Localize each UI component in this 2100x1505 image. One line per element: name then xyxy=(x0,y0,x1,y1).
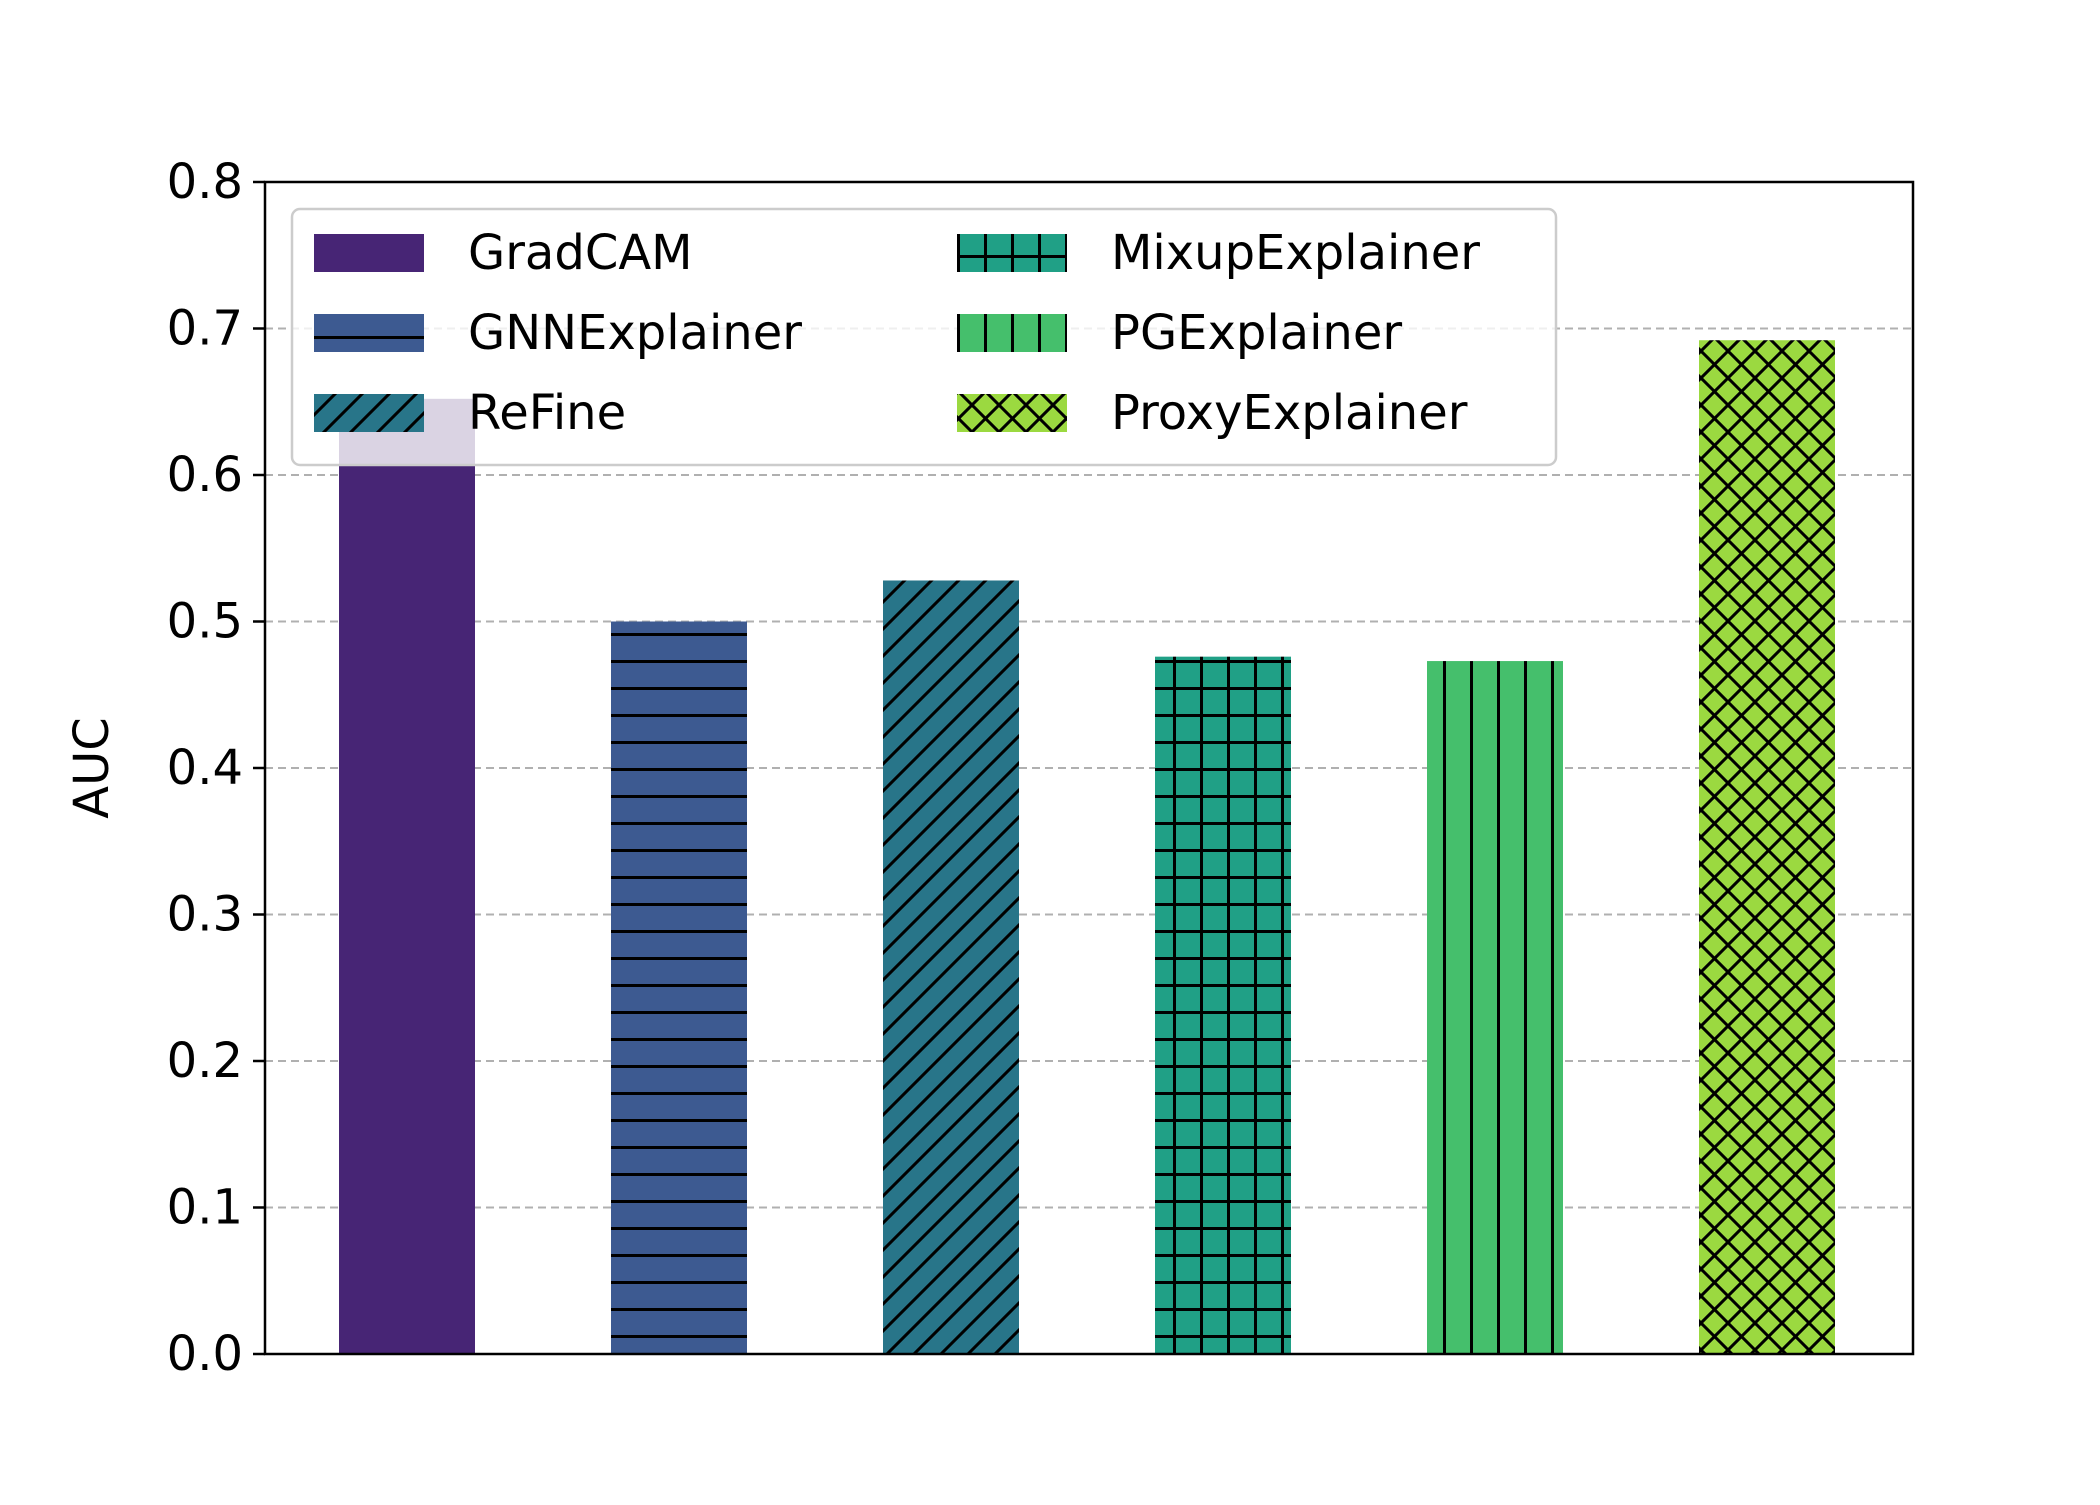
y-tick-label: 0.0 xyxy=(167,1326,243,1382)
bar-pgexplainer xyxy=(1427,661,1563,1354)
y-tick-label: 0.1 xyxy=(167,1180,243,1236)
y-tick-label: 0.8 xyxy=(167,154,243,210)
bar-proxyexplainer xyxy=(1699,340,1835,1355)
legend: GradCAM GNNExplainer ReFine MixupExplainer P… xyxy=(290,207,1558,467)
y-tick-label: 0.7 xyxy=(167,301,243,357)
y-axis: 0.0 0.1 0.2 0.3 0.4 0.5 0.6 0.7 0.8 xyxy=(167,154,265,1382)
y-tick-label: 0.5 xyxy=(167,594,243,650)
legend-label-proxyexplainer: ProxyExplainer xyxy=(1111,385,1468,441)
bar-gradcam xyxy=(339,398,475,1354)
bar-mixupexplainer xyxy=(1155,656,1291,1354)
legend-swatch-proxyexplainer xyxy=(957,394,1067,432)
y-tick-label: 0.6 xyxy=(167,447,243,503)
legend-swatch-gradcam xyxy=(314,234,424,272)
y-tick-label: 0.2 xyxy=(167,1033,243,1089)
y-tick-label: 0.4 xyxy=(167,740,243,796)
legend-swatch-refine xyxy=(314,394,424,432)
bar-gnnexplainer xyxy=(611,621,747,1354)
legend-label-mixupexplainer: MixupExplainer xyxy=(1111,225,1480,281)
legend-swatch-pgexplainer xyxy=(957,314,1067,352)
grid-lines xyxy=(265,327,1913,1209)
legend-swatch-gnnexplainer xyxy=(314,314,424,352)
legend-label-gradcam: GradCAM xyxy=(468,225,693,281)
legend-label-gnnexplainer: GNNExplainer xyxy=(468,305,802,361)
bar-refine xyxy=(883,580,1019,1354)
bars xyxy=(339,340,1835,1355)
legend-label-refine: ReFine xyxy=(468,385,626,441)
legend-label-pgexplainer: PGExplainer xyxy=(1111,305,1402,361)
y-tick-label: 0.3 xyxy=(167,887,243,943)
y-axis-label: AUC xyxy=(64,717,120,818)
legend-box xyxy=(290,207,1558,467)
legend-swatch-mixupexplainer xyxy=(957,234,1067,272)
